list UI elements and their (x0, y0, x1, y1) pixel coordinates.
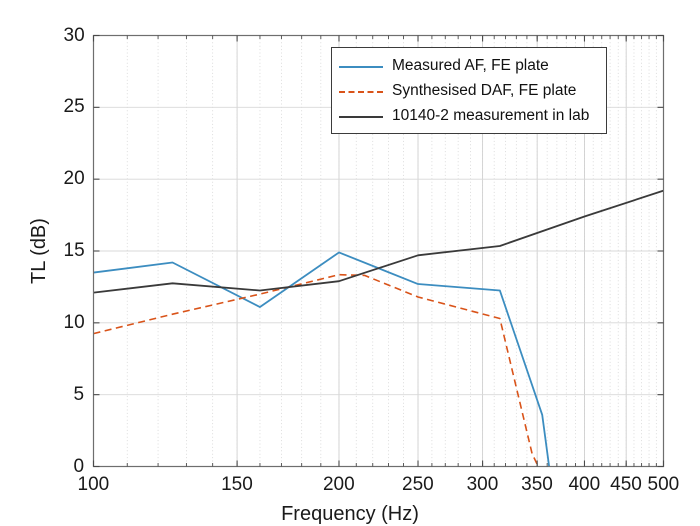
x-tick-label: 200 (322, 473, 355, 495)
y-tick-label: 0 (73, 455, 85, 477)
x-tick-label: 100 (77, 473, 110, 495)
legend-swatch-synthesised-daf (339, 84, 383, 98)
y-axis-title: TL (dB) (28, 218, 50, 284)
y-tick-label: 25 (63, 96, 85, 118)
legend-label: Measured AF, FE plate (392, 56, 549, 74)
x-axis-title: Frequency (Hz) (281, 502, 419, 525)
y-tick-label: 10 (63, 311, 85, 333)
y-tick-label: 5 (73, 383, 85, 405)
y-tick-label: 20 (63, 168, 85, 190)
legend-swatch-measured-af (339, 59, 383, 73)
legend-item: Synthesised DAF, FE plate (332, 78, 597, 103)
legend-label: Synthesised DAF, FE plate (392, 81, 577, 99)
x-tick-label: 250 (402, 473, 434, 495)
y-tick-label: 15 (63, 240, 85, 261)
legend-label: 10140-2 measurement in lab (392, 106, 590, 124)
legend-item: Measured AF, FE plate (332, 53, 597, 78)
y-tick-label: 30 (63, 24, 85, 46)
x-tick-label: 450 (610, 473, 642, 495)
legend-swatch-10140-2 (339, 109, 383, 123)
x-tick-label: 300 (466, 473, 499, 495)
x-tick-label: 150 (221, 473, 253, 495)
x-tick-label: 500 (647, 473, 680, 495)
x-tick-label: 400 (568, 473, 601, 495)
chart-legend: Measured AF, FE plate Synthesised DAF, F… (331, 47, 607, 134)
x-tick-label: 350 (521, 473, 553, 495)
legend-item: 10140-2 measurement in lab (332, 103, 597, 128)
